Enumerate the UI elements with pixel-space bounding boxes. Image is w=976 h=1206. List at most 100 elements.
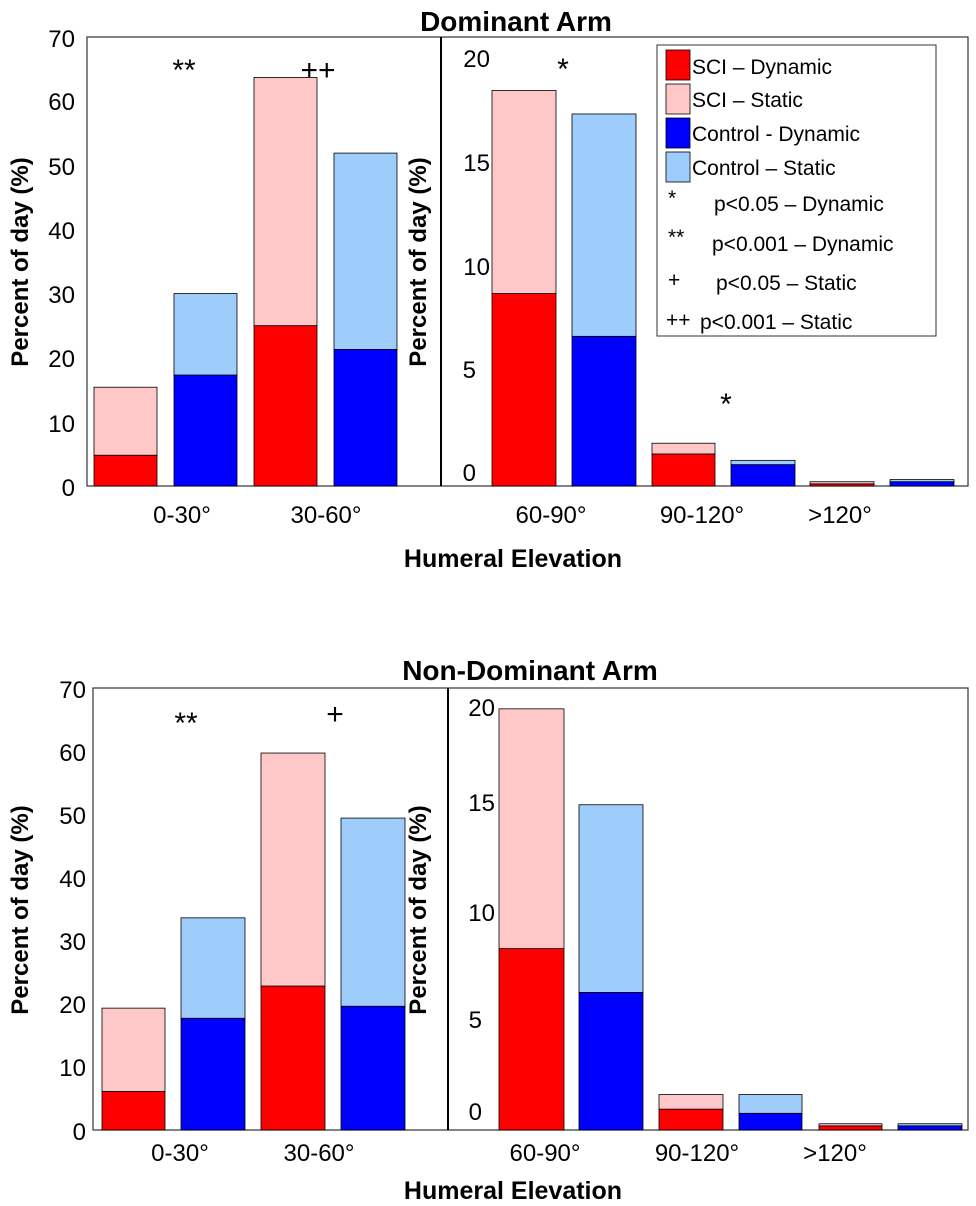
bar-sci-dynamic <box>93 454 158 487</box>
legend-label: p<0.05 – Dynamic <box>714 193 884 216</box>
ytick-label: 10 <box>463 254 490 281</box>
bar-control-static <box>730 459 796 466</box>
bar-sci-dynamic <box>498 948 565 1131</box>
category-label: 60-90° <box>516 502 587 529</box>
ytick-label: 50 <box>59 803 86 830</box>
bar-sci-static <box>491 90 557 294</box>
category-label: 0-30° <box>151 1140 209 1167</box>
bar-control-dynamic <box>889 481 955 487</box>
ytick-label: 30 <box>59 929 86 956</box>
bar-sci-static <box>651 442 716 455</box>
category-label: 30-60° <box>291 502 362 529</box>
bar-sci-dynamic <box>101 1091 166 1131</box>
bar-sci-static <box>101 1007 166 1092</box>
ytick-label: 5 <box>463 357 476 384</box>
legend-label: p<0.001 – Static <box>700 311 852 334</box>
legend-swatch <box>665 83 691 115</box>
category-label: 30-60° <box>284 1140 355 1167</box>
ytick-label: 20 <box>48 346 75 373</box>
y-axis-non-dominant-right: 0 5 10 15 20 <box>468 695 495 1126</box>
ytick-label: 0 <box>469 1099 482 1126</box>
bar-control-dynamic <box>333 348 398 487</box>
bar-control-dynamic <box>897 1125 963 1131</box>
legend-swatch <box>665 151 691 183</box>
bar-sci-static <box>93 386 158 456</box>
ytick-label: 50 <box>48 154 75 181</box>
chart-non-dominant-arm: Non-Dominant Arm 0 10 20 30 40 50 60 70 … <box>7 655 969 1205</box>
chart-title-dominant: Dominant Arm <box>420 6 612 37</box>
bar-control-dynamic <box>180 1017 246 1131</box>
ytick-label: 20 <box>463 46 490 73</box>
ytick-label: 40 <box>59 866 86 893</box>
significance-marker: * <box>557 53 569 86</box>
legend-marker: ++ <box>666 309 691 332</box>
bar-sci-dynamic <box>818 1125 883 1131</box>
bar-control-static <box>333 152 398 350</box>
bars-non-dominant-right <box>498 708 963 1131</box>
bar-sci-dynamic <box>491 293 557 487</box>
x-axis-label-dominant: Humeral Elevation <box>404 545 622 573</box>
ytick-label: 0 <box>62 475 75 502</box>
bar-control-static <box>897 1123 963 1127</box>
legend-marker: * <box>668 187 676 210</box>
significance-marker: ** <box>172 54 196 87</box>
legend-label: p<0.05 – Static <box>716 272 857 295</box>
bar-control-dynamic <box>340 1005 406 1131</box>
legend-marker: ** <box>668 226 684 249</box>
legend-label: p<0.001 – Dynamic <box>712 233 894 256</box>
bar-control-static <box>340 817 406 1007</box>
ytick-label: 10 <box>468 900 495 927</box>
y-axis-dominant-left: 0 10 20 30 40 50 60 70 <box>48 26 75 502</box>
legend-box <box>656 44 937 337</box>
bar-sci-static <box>818 1123 883 1127</box>
bar-sci-dynamic <box>651 453 716 487</box>
legend-label: SCI – Dynamic <box>692 56 832 79</box>
y-axis-non-dominant-left: 0 10 20 30 40 50 60 70 <box>59 677 86 1146</box>
bar-sci-dynamic <box>260 985 326 1131</box>
ytick-label: 60 <box>59 740 86 767</box>
legend-label: Control – Static <box>692 157 836 180</box>
ytick-label: 10 <box>48 411 75 438</box>
chart-dominant-arm: Dominant Arm 0 10 20 30 40 50 60 70 Perc… <box>7 6 969 573</box>
bar-sci-dynamic <box>658 1108 724 1131</box>
y-axis-label-dominant-left: Percent of day (%) <box>7 157 34 366</box>
bar-control-static <box>889 479 955 483</box>
legend-swatch <box>665 117 691 149</box>
y-axis-label-non-dominant-left: Percent of day (%) <box>7 805 34 1014</box>
ytick-label: 0 <box>463 460 476 487</box>
legend: SCI – Dynamic SCI – Static Control - Dyn… <box>656 44 937 337</box>
bar-control-static <box>180 917 246 1019</box>
y-axis-label-non-dominant-right: Percent of day (%) <box>405 805 432 1014</box>
significance-marker: ++ <box>300 54 335 87</box>
bar-control-dynamic <box>738 1112 803 1131</box>
legend-marker: + <box>668 269 680 292</box>
ytick-label: 60 <box>48 89 75 116</box>
bar-sci-static <box>809 481 875 485</box>
ytick-label: 15 <box>463 150 490 177</box>
bar-control-dynamic <box>173 374 238 487</box>
ytick-label: 20 <box>59 992 86 1019</box>
bars-dominant-left <box>93 77 398 487</box>
bar-control-static <box>173 293 238 376</box>
chart-title-non-dominant: Non-Dominant Arm <box>402 655 658 686</box>
bar-control-static <box>738 1094 803 1114</box>
bars-non-dominant-left <box>101 752 406 1131</box>
ytick-label: 15 <box>468 790 495 817</box>
y-axis-dominant-right: 0 5 10 15 20 <box>463 46 490 487</box>
category-label: 60-90° <box>510 1140 581 1167</box>
significance-marker: * <box>720 388 732 421</box>
bar-sci-dynamic <box>253 325 318 487</box>
ytick-label: 70 <box>48 26 75 53</box>
legend-label: Control - Dynamic <box>692 123 860 146</box>
bar-control-dynamic <box>571 335 637 487</box>
ytick-label: 30 <box>48 282 75 309</box>
legend-label: SCI – Static <box>692 89 803 112</box>
bar-sci-static <box>253 77 318 327</box>
category-label: 0-30° <box>153 502 211 529</box>
category-label: >120° <box>808 502 872 529</box>
ytick-label: 40 <box>48 218 75 245</box>
bar-control-static <box>578 804 644 993</box>
x-axis-label-non-dominant: Humeral Elevation <box>404 1177 622 1205</box>
ytick-label: 0 <box>73 1119 86 1146</box>
bar-sci-static <box>498 708 565 950</box>
